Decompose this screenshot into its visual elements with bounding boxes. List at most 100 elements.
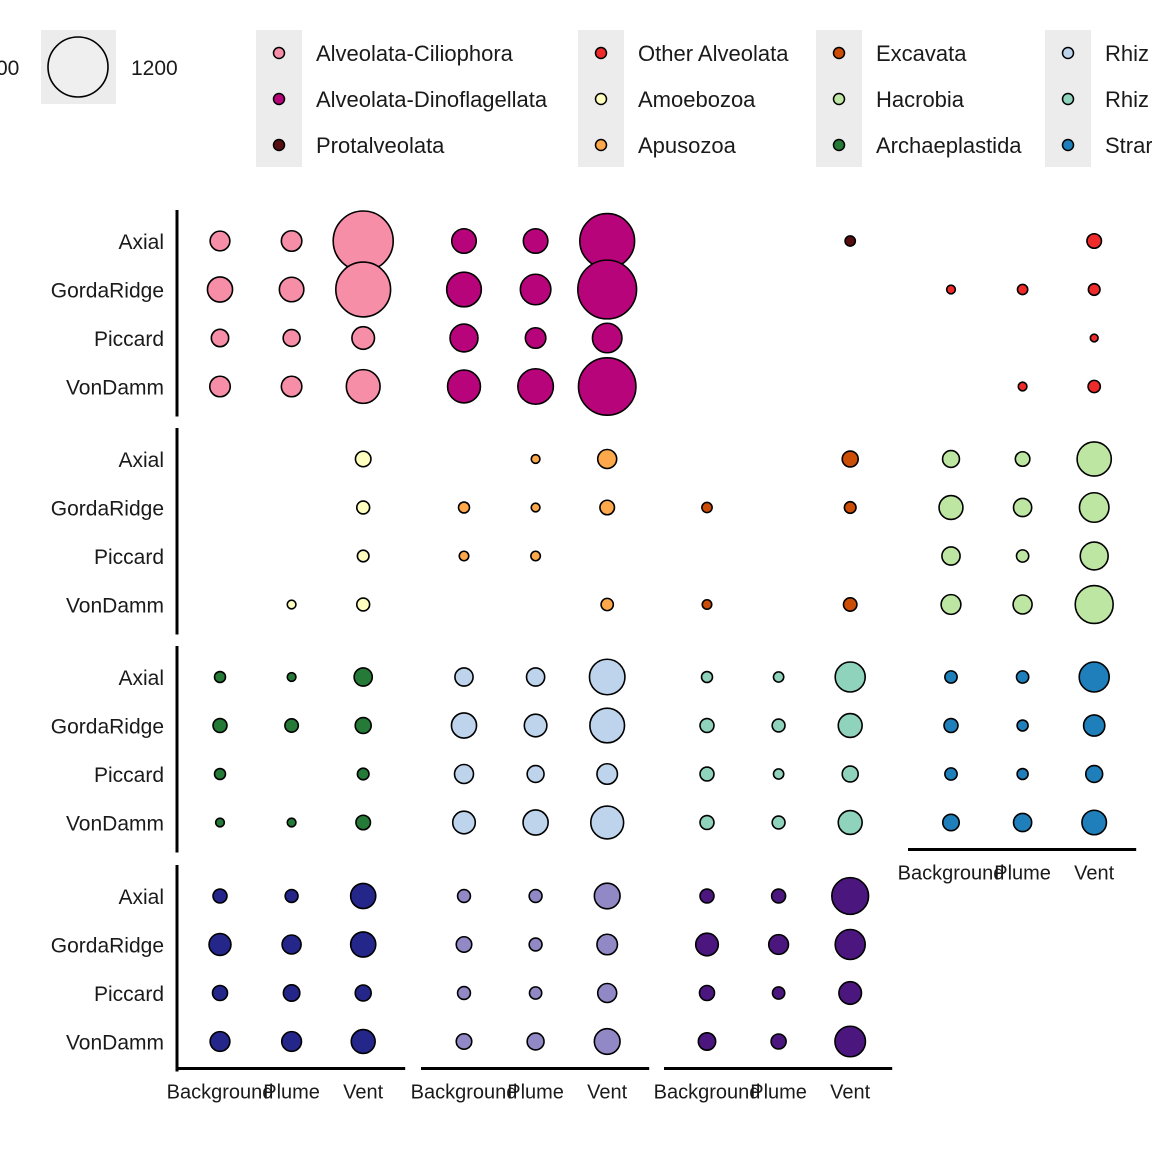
y-tick-label-axial: Axial [118,231,164,254]
bubble-opisthokonta-fungi-vondamm-background [209,1030,231,1053]
bubble-opisthokonta-metazoa-vondamm-plume [526,1032,545,1051]
bubble-amoebozoa-gordaridge-vent [355,500,371,515]
bubble-excavata-gordaridge-background [701,501,713,514]
bubble-rhizaria-radiolaria-axial-background [700,670,714,684]
legend-label-alveolata-ciliophora: Alveolata-Ciliophora [316,41,514,66]
bubble-stramenopiles-gordaridge-plume [1016,719,1029,732]
bubble-alveolata-dinoflagellata-gordaridge-vent [577,259,638,320]
bubble-hacrobia-vondamm-background [940,593,962,616]
bubble-rhizaria-cercozoa-gordaridge-plume [523,713,548,738]
y-tick-label-axial: Axial [118,667,164,690]
bubble-apusozoa-vondamm-vent [600,597,615,612]
x-tick-label-vent: Vent [587,1082,627,1104]
bubble-archaeplastida-gordaridge-vent [354,716,372,735]
bubble-alveolata-ciliophora-axial-background [209,230,231,252]
bubble-apusozoa-piccard-plume [530,550,542,562]
x-tick-label-plume: Plume [750,1082,807,1104]
x-tick-label-vent: Vent [1074,863,1114,885]
bubble-rhizaria-cercozoa-piccard-vent [596,762,619,786]
legend-swatch-stramenopiles [1061,138,1075,152]
facet-opisthokonta-other [694,876,870,1058]
y-tick-label-vondamm: VonDamm [66,1032,164,1055]
y-tick-label-axial: Axial [118,886,164,909]
y-tick-label-gordaridge: GordaRidge [51,498,164,521]
bubble-hacrobia-gordaridge-background [938,494,964,521]
bubble-opisthokonta-metazoa-gordaridge-vent [596,933,619,956]
bubble-stramenopiles-axial-vent [1078,661,1110,693]
y-tick-label-gordaridge: GordaRidge [51,935,164,958]
legend-swatch-rhizaria-cercozoa [1061,46,1075,60]
bubble-opisthokonta-metazoa-piccard-plume [528,986,543,1000]
bubble-stramenopiles-gordaridge-vent [1082,714,1106,737]
bubble-opisthokonta-fungi-axial-vent [349,882,377,910]
bubble-archaeplastida-vondamm-background [214,817,226,828]
bubble-apusozoa-gordaridge-plume [530,502,541,513]
y-axis-row-2: Axial GordaRidge Piccard VonDamm [51,646,179,853]
facet-apusozoa [457,448,618,612]
facet-excavata [701,450,859,613]
bubble-hacrobia-piccard-vent [1079,541,1109,571]
bubble-opisthokonta-fungi-gordaridge-background [208,932,232,957]
bubble-alveolata-dinoflagellata-gordaridge-background [445,271,483,308]
size-legend-partial-label: 00 [0,57,19,80]
bubble-alveolata-dinoflagellata-axial-background [450,227,478,255]
bubble-stramenopiles-vondamm-plume [1012,812,1033,833]
legend-swatch-apusozoa [594,138,608,152]
bubble-rhizaria-radiolaria-gordaridge-vent [837,712,863,739]
legend-label-archaeplastida: Archaeplastida [876,133,1022,158]
bubble-apusozoa-axial-plume [530,453,541,465]
bubble-stramenopiles-axial-background [944,670,958,684]
y-tick-label-piccard: Piccard [94,328,164,351]
bubble-opisthokonta-fungi-vondamm-plume [280,1030,303,1053]
bubble-rhizaria-cercozoa-axial-vent [588,658,626,696]
bubble-rhizaria-cercozoa-vondamm-vent [589,805,625,840]
bubble-apusozoa-axial-vent [596,448,618,470]
y-tick-label-vondamm: VonDamm [66,377,164,400]
bubble-hacrobia-axial-plume [1014,450,1031,468]
bubble-alveolata-ciliophora-gordaridge-background [206,276,234,303]
bubble-opisthokonta-other-gordaridge-vent [834,928,867,961]
x-tick-label-background: Background [167,1082,274,1104]
bubble-opisthokonta-other-vondamm-plume [770,1033,787,1050]
legend-label-excavata: Excavata [876,41,967,66]
bubble-opisthokonta-other-axial-background [699,888,715,904]
bubble-stramenopiles-piccard-background [944,767,958,781]
bubble-alveolata-dinoflagellata-piccard-background [449,323,479,353]
bubble-opisthokonta-other-piccard-plume [771,986,786,1000]
y-tick-label-piccard: Piccard [94,764,164,787]
color-legend: Alveolata-Ciliophora Alveolata-Dinoflagel… [256,30,1152,167]
bubble-excavata-axial-vent [841,450,859,468]
bubble-opisthokonta-other-piccard-background [698,984,716,1002]
bubble-excavata-vondamm-vent [842,596,858,613]
bubble-alveolata-dinoflagellata-piccard-plume [524,326,547,350]
bubble-opisthokonta-fungi-vondamm-vent [350,1028,376,1055]
bubble-opisthokonta-fungi-gordaridge-vent [349,931,377,958]
bubble-rhizaria-radiolaria-vondamm-plume [771,815,786,830]
facet-amoebozoa [286,450,372,612]
bubble-rhizaria-radiolaria-gordaridge-background [699,717,715,734]
facet-rhizaria-cercozoa [450,658,626,840]
facet-alveolata-ciliophora [206,210,395,405]
bubble-rhizaria-cercozoa-axial-plume [525,667,546,687]
bubble-alveolata-dinoflagellata-axial-plume [522,227,549,255]
bubble-opisthokonta-metazoa-piccard-background [456,985,472,1001]
legend-label-apusozoa: Apusozoa [638,133,737,158]
legend-label-rhizaria-cercozoa: Rhiz [1105,41,1149,66]
bubble-hacrobia-vondamm-vent [1074,584,1114,625]
bubble-alveolata-ciliophora-gordaridge-plume [278,276,305,303]
legend-swatch-protalveolata [272,138,286,152]
legend-swatch-alveolata-ciliophora [272,46,286,60]
bubble-rhizaria-radiolaria-axial-vent [834,661,867,693]
y-tick-label-axial: Axial [118,449,164,472]
bubble-stramenopiles-vondamm-vent [1081,809,1108,836]
bubble-archaeplastida-axial-background [213,670,227,684]
legend-label-other-alveolata: Other Alveolata [638,41,789,66]
bubble-hacrobia-gordaridge-plume [1012,497,1033,518]
legend-swatch-other-alveolata [594,46,608,60]
facet-protalveolata [844,235,857,247]
bubble-stramenopiles-gordaridge-background [943,717,959,734]
y-tick-label-gordaridge: GordaRidge [51,716,164,739]
y-tick-label-piccard: Piccard [94,983,164,1006]
